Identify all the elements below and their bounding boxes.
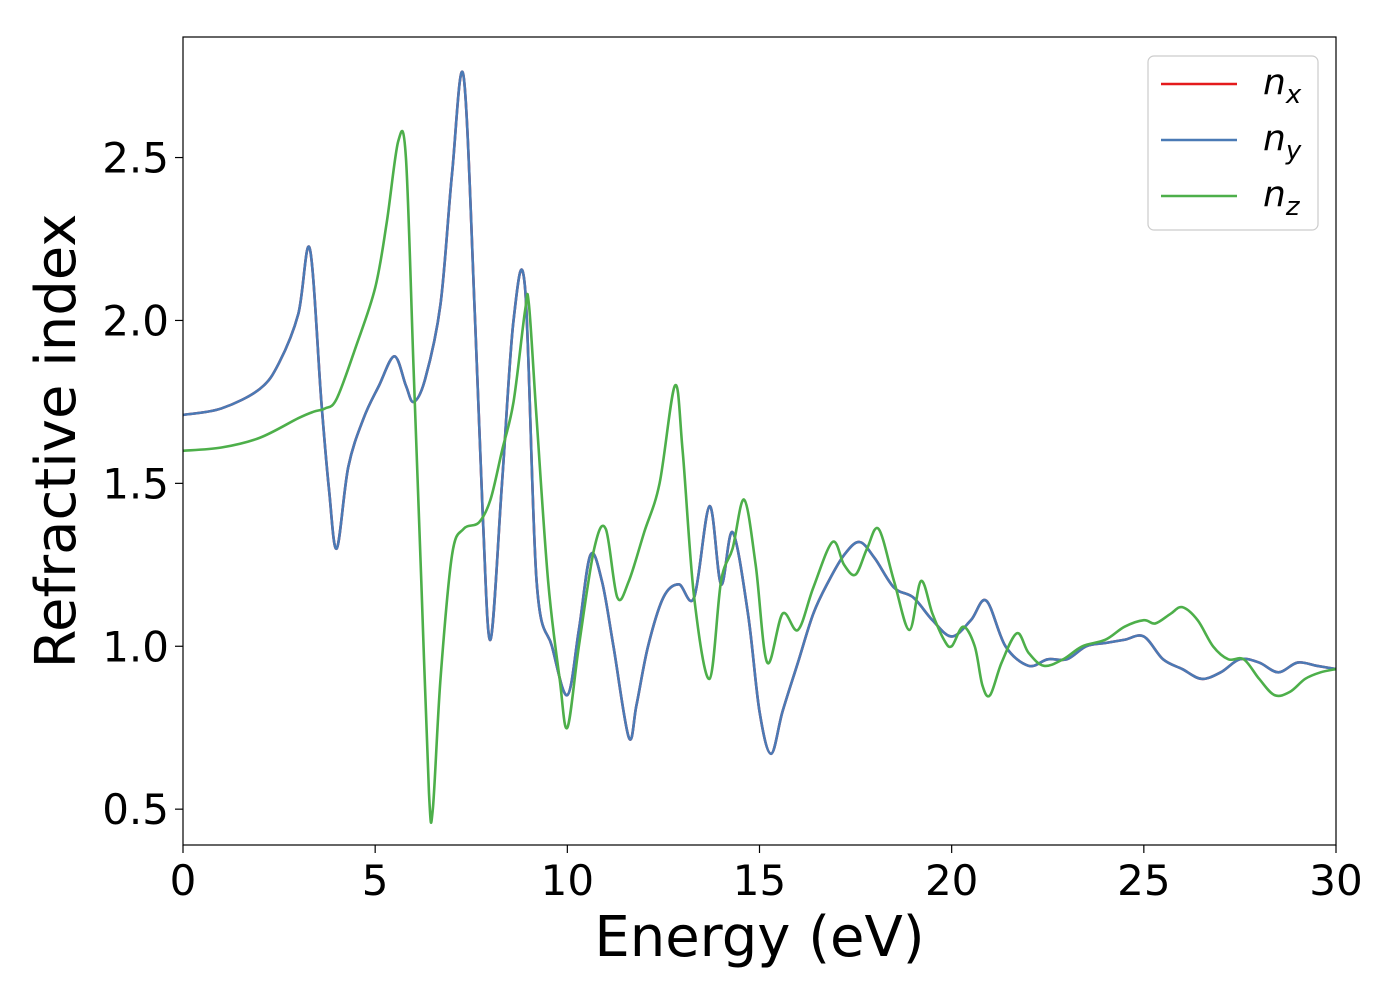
series-line-n-z: [183, 129, 1336, 824]
y-axis-label: Refractive index: [24, 214, 89, 669]
y-tick-label: 2.0: [102, 296, 169, 345]
x-axis: 0 5 10 15 20 25 30: [170, 845, 1363, 905]
y-tick-label: 1.0: [102, 622, 169, 671]
x-tick-label: 30: [1309, 856, 1362, 905]
x-tick-label: 15: [733, 856, 786, 905]
x-tick-label: 5: [362, 856, 389, 905]
legend-frame: [1147, 55, 1319, 231]
legend-label-n-z: nz: [1263, 174, 1301, 222]
legend-label-n-y: ny: [1263, 118, 1302, 166]
y-tick-label: 0.5: [102, 785, 169, 834]
x-tick-label: 20: [925, 856, 978, 905]
legend-label-n-x: nx: [1263, 62, 1302, 110]
y-axis: 0.5 1.0 1.5 2.0 2.5: [102, 134, 183, 834]
series-line-n-y: [183, 70, 1336, 756]
series-layer: [183, 70, 1336, 824]
x-tick-label: 10: [541, 856, 594, 905]
x-axis-label: Energy (eV): [594, 905, 924, 970]
y-tick-label: 1.5: [102, 459, 169, 508]
y-tick-label: 2.5: [102, 134, 169, 183]
legend: nx ny nz: [1147, 55, 1319, 231]
x-tick-label: 25: [1117, 856, 1170, 905]
x-tick-label: 0: [170, 856, 197, 905]
